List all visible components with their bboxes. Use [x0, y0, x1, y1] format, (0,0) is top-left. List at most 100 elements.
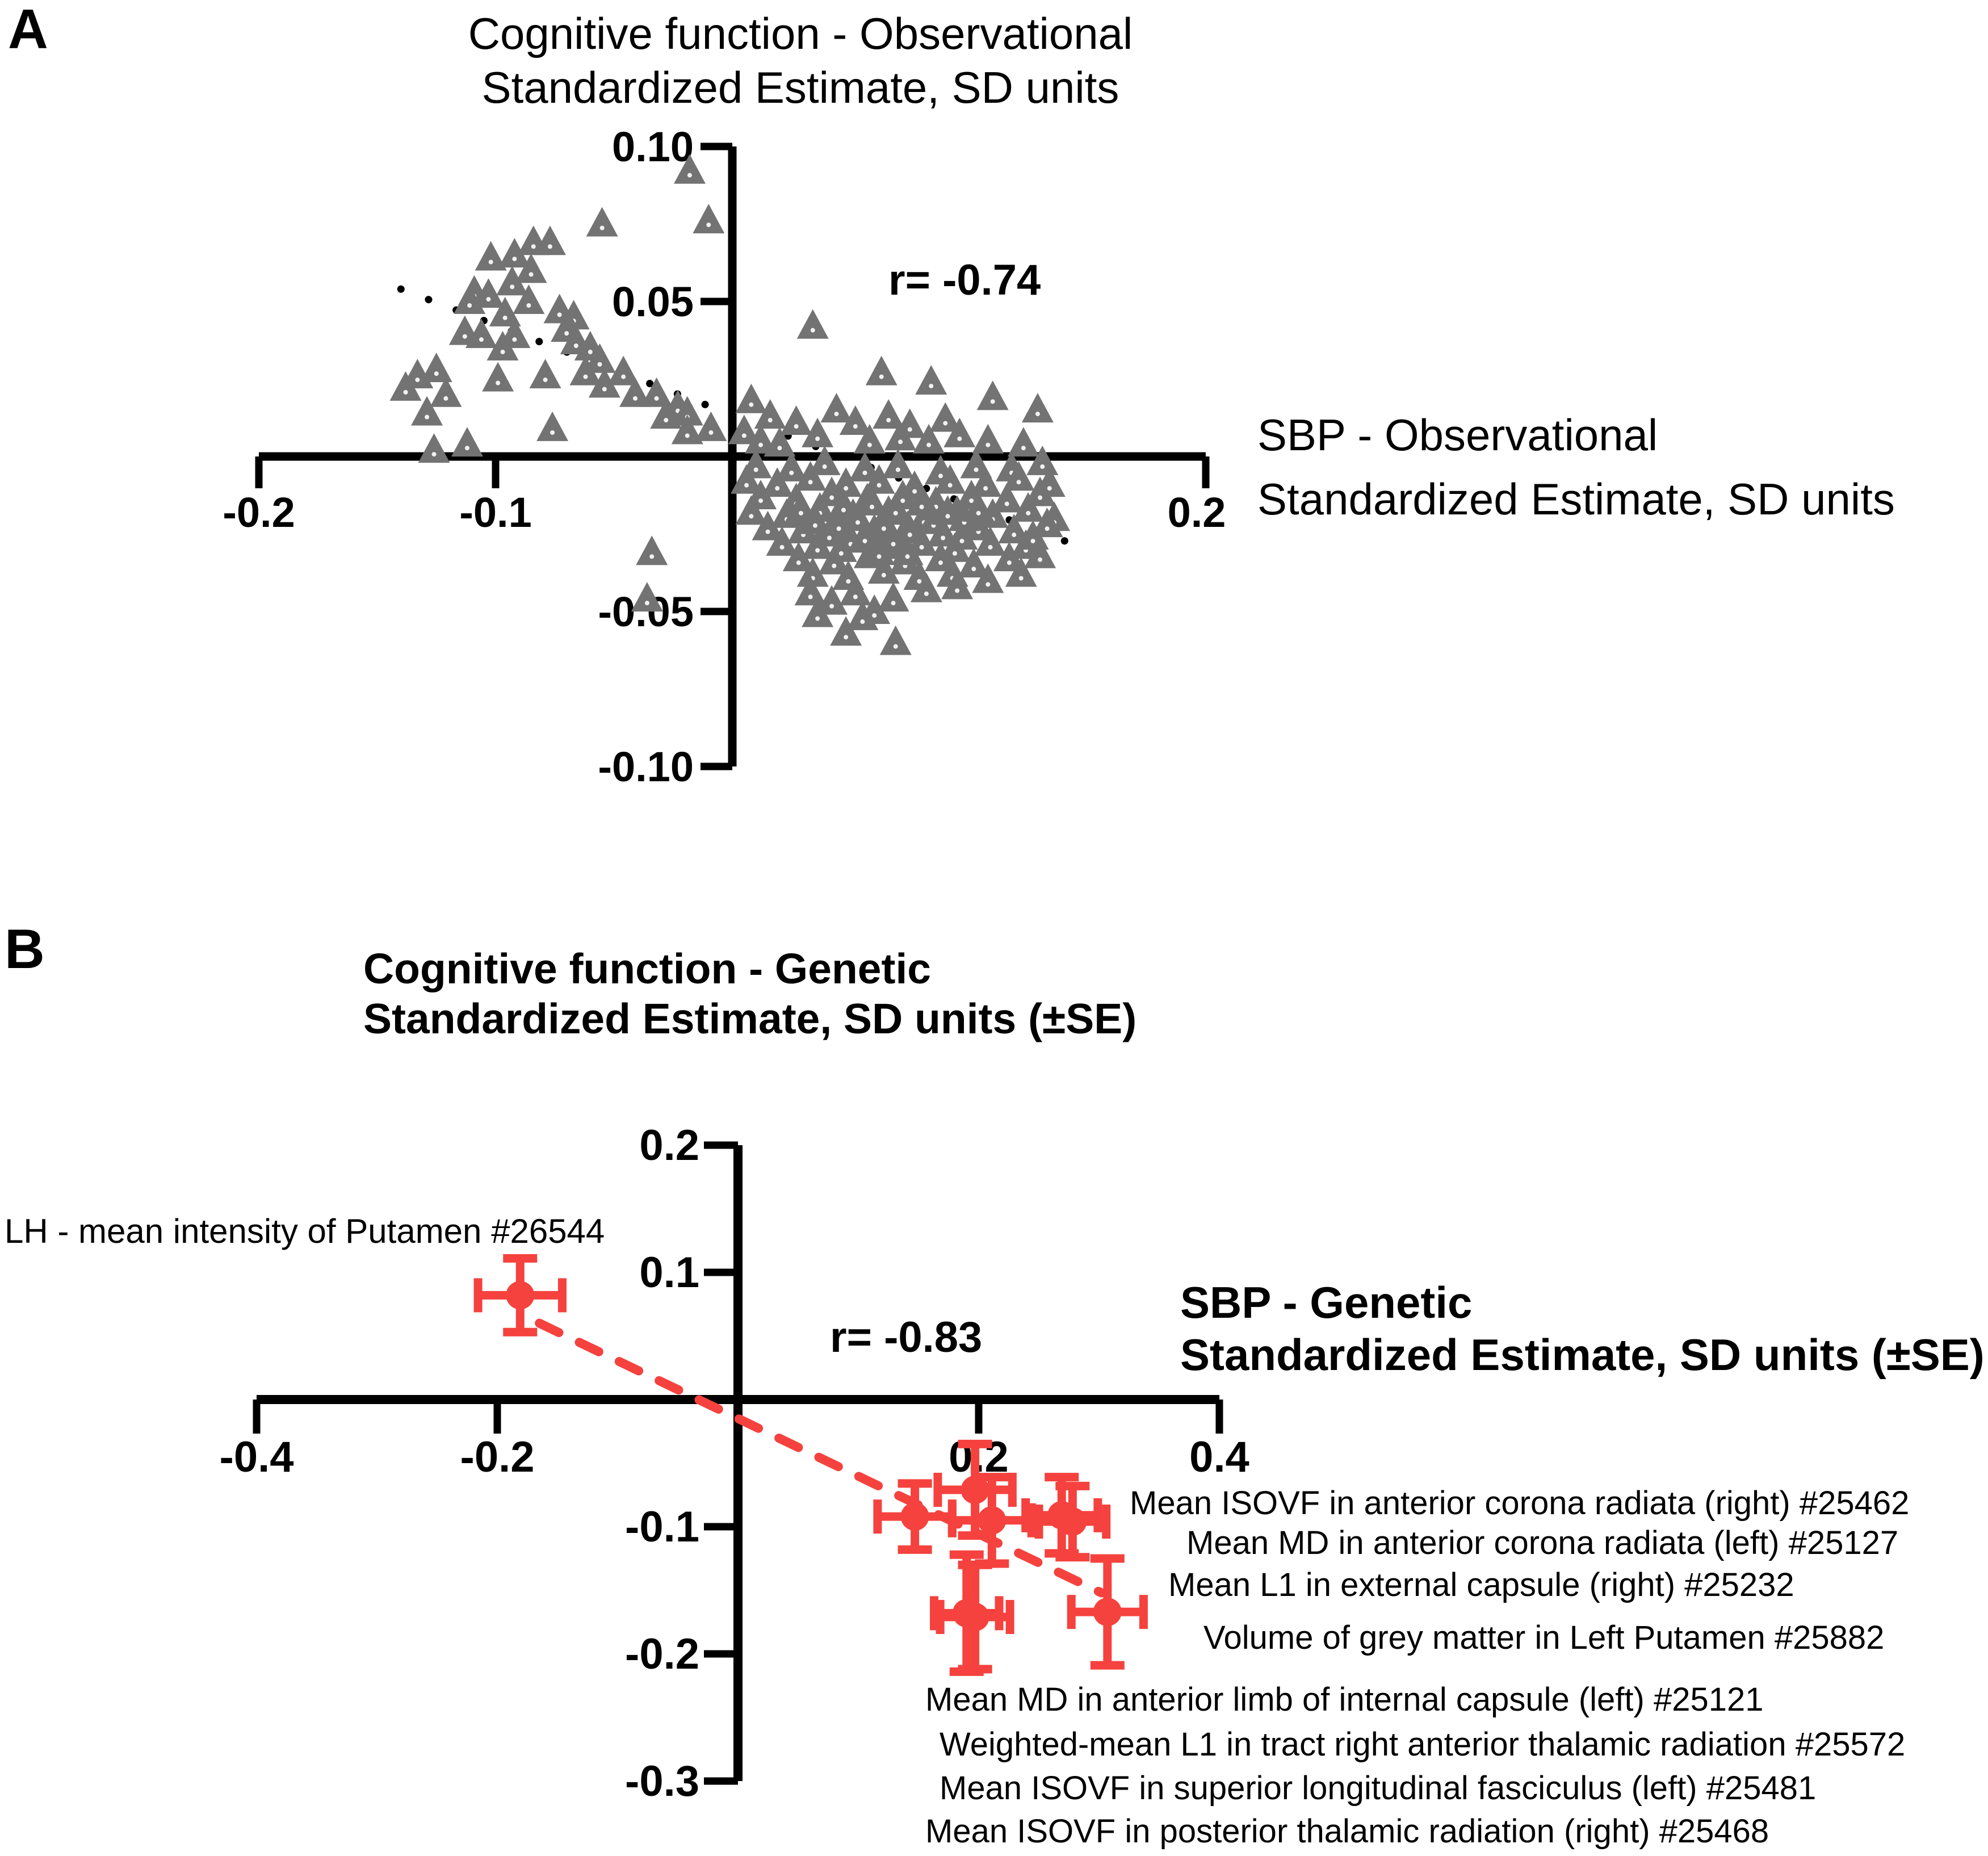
triangle-center-dot [900, 498, 905, 503]
triangle-center-dot [1047, 486, 1052, 491]
triangle-center-dot [955, 588, 960, 593]
scatter-triangle-marker [946, 519, 978, 550]
triangle-center-dot [1018, 576, 1024, 581]
triangle-center-dot [500, 349, 505, 354]
scatter-triangle-marker [915, 365, 947, 395]
triangle-center-dot [943, 421, 948, 426]
panel_b-trend-line [535, 1318, 1106, 1598]
triangle-center-dot [1038, 557, 1043, 562]
triangle-center-dot [1006, 560, 1012, 565]
scatter-triangle-marker [761, 467, 794, 497]
scatter-triangle-marker [820, 393, 853, 423]
triangle-center-dot [496, 380, 501, 386]
scatter-triangle-marker [569, 355, 602, 386]
triangle-center-dot [510, 284, 515, 290]
triangle-center-dot [853, 594, 858, 600]
triangle-center-dot [867, 442, 872, 447]
triangle-center-dot [976, 510, 981, 516]
scatter-triangle-marker [671, 396, 703, 426]
triangle-center-dot [425, 414, 430, 420]
panel-a-xaxis-title-line1: SBP - Observational [1257, 410, 1658, 460]
scatter-triangle-marker [877, 523, 909, 553]
panel_a-x-tick-label: -0.1 [459, 489, 532, 536]
triangle-center-dot [945, 514, 950, 519]
triangle-center-dot [621, 374, 626, 379]
panel-b-title: Cognitive function - Genetic Standardize… [363, 944, 1136, 1044]
triangle-center-dot [822, 464, 827, 469]
triangle-center-dot [529, 272, 534, 277]
panel-a-title: Cognitive function - Observational Stand… [318, 7, 1283, 115]
scatter-triangle-marker [802, 597, 834, 627]
triangle-center-dot [708, 430, 714, 435]
triangle-center-dot [836, 526, 841, 531]
scatter-triangle-marker [673, 154, 706, 184]
triangle-center-dot [846, 579, 851, 584]
triangle-center-dot [573, 343, 578, 348]
triangle-center-dot [941, 535, 946, 541]
scatter-triangle-marker [785, 492, 817, 522]
triangle-center-dot [706, 223, 711, 228]
scatter-triangle-marker [529, 359, 561, 389]
triangle-center-dot [467, 303, 472, 308]
scatter-triangle-marker [515, 253, 547, 283]
panel_b-x-tick-label: 0.4 [1189, 1433, 1249, 1481]
triangle-center-dot [654, 396, 659, 401]
triangle-center-dot [443, 396, 448, 401]
scatter-circle-marker [1058, 1507, 1087, 1536]
scatter-circle-marker [900, 1502, 929, 1531]
scatter-triangle-marker [913, 424, 945, 454]
scatter-triangle-marker [752, 510, 784, 541]
triangle-center-dot [1026, 510, 1031, 516]
scatter-triangle-marker [1005, 557, 1037, 587]
triangle-center-dot [881, 526, 886, 531]
point-label-bottom-2: Weighted-mean L1 in tract right anterior… [940, 1726, 1906, 1763]
triangle-center-dot [907, 427, 912, 432]
scatter-triangle-marker [513, 284, 545, 314]
scatter-triangle-marker [693, 204, 725, 234]
triangle-center-dot [860, 619, 865, 624]
scatter-triangle-marker [976, 380, 1009, 410]
triangle-center-dot [959, 538, 964, 543]
scatter-triangle-marker [846, 600, 879, 630]
triangle-center-dot [602, 387, 607, 392]
scatter-triangle-marker [825, 532, 857, 562]
triangle-center-dot [599, 225, 605, 231]
triangle-center-dot [808, 480, 813, 485]
scatter-triangle-marker [932, 495, 964, 525]
scatter-triangle-marker [451, 427, 483, 457]
triangle-center-dot [1045, 526, 1050, 531]
triangle-center-dot [829, 495, 834, 500]
triangle-center-dot [777, 446, 782, 451]
triangle-center-dot [462, 334, 467, 339]
triangle-center-dot [512, 337, 517, 342]
scatter-triangle-marker [671, 414, 703, 445]
scatter-triangle-marker [879, 625, 912, 655]
panel-b-title-line2: Standardized Estimate, SD units (±SE) [363, 995, 1137, 1042]
scatter-triangle-marker [796, 309, 829, 339]
scatter-triangle-marker [430, 377, 462, 407]
point-label-right-3: Mean L1 in external capsule (right) #252… [1168, 1566, 1794, 1603]
triangle-center-dot [876, 554, 882, 559]
triangle-center-dot [564, 331, 569, 336]
scatter-triangle-marker [802, 417, 834, 447]
scatter-triangle-marker [808, 445, 841, 475]
triangle-center-dot [829, 604, 834, 609]
scatter-triangle-marker [650, 399, 682, 429]
triangle-center-dot [765, 529, 770, 534]
triangle-center-dot [919, 504, 924, 509]
triangle-center-dot [838, 551, 844, 556]
triangle-center-dot [990, 399, 995, 404]
triangle-center-dot [808, 594, 813, 600]
scatter-triangle-marker [924, 542, 957, 572]
triangle-center-dot [685, 433, 690, 438]
point-label-right-4: Volume of grey matter in Left Putamen #2… [1203, 1619, 1885, 1656]
triangle-center-dot [893, 644, 898, 649]
scatter-triangle-marker [993, 542, 1025, 572]
triangle-center-dot [886, 418, 891, 423]
triangle-center-dot [815, 548, 820, 553]
panel-a-title-line1: Cognitive function - Observational [468, 9, 1133, 58]
triangle-center-dot [415, 378, 420, 383]
scatter-triangle-marker [879, 492, 912, 522]
triangle-center-dot [891, 601, 896, 606]
